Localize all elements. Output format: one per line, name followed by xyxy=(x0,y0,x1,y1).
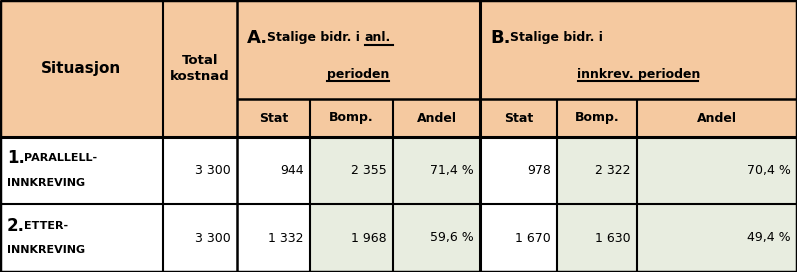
Bar xyxy=(237,204,310,272)
Bar xyxy=(0,204,237,272)
Text: Total
kostnad: Total kostnad xyxy=(170,54,230,84)
Text: 978: 978 xyxy=(527,164,551,177)
Text: 49,4 %: 49,4 % xyxy=(748,231,791,245)
Text: Bomp.: Bomp. xyxy=(329,112,374,125)
Text: INNKREVING: INNKREVING xyxy=(7,245,85,255)
Bar xyxy=(557,204,797,272)
Bar xyxy=(310,137,480,204)
Text: 71,4 %: 71,4 % xyxy=(430,164,474,177)
Text: Andel: Andel xyxy=(417,112,457,125)
Bar xyxy=(237,137,310,204)
Text: 3 300: 3 300 xyxy=(195,231,231,245)
Text: Stat: Stat xyxy=(504,112,533,125)
Text: 2 322: 2 322 xyxy=(595,164,631,177)
Bar xyxy=(0,137,237,204)
Text: B.: B. xyxy=(490,29,511,47)
Text: 1 968: 1 968 xyxy=(351,231,387,245)
Text: Stalige bidr. i: Stalige bidr. i xyxy=(510,31,603,44)
Text: Situasjon: Situasjon xyxy=(41,61,122,76)
Text: Stat: Stat xyxy=(259,112,289,125)
Bar xyxy=(310,204,480,272)
Text: perioden: perioden xyxy=(328,68,390,81)
Text: Andel: Andel xyxy=(697,112,737,125)
Text: INNKREVING: INNKREVING xyxy=(7,178,85,188)
Text: PARALLELL-: PARALLELL- xyxy=(24,153,97,163)
Text: innkrev. perioden: innkrev. perioden xyxy=(577,68,701,81)
Text: 2 355: 2 355 xyxy=(351,164,387,177)
Bar xyxy=(480,204,557,272)
Text: 1 332: 1 332 xyxy=(269,231,304,245)
Bar xyxy=(480,137,557,204)
Text: 2.: 2. xyxy=(7,217,25,235)
Text: 70,4 %: 70,4 % xyxy=(747,164,791,177)
Text: ETTER-: ETTER- xyxy=(24,221,68,231)
Text: 59,6 %: 59,6 % xyxy=(430,231,474,245)
Text: 1 670: 1 670 xyxy=(515,231,551,245)
Text: anl.: anl. xyxy=(365,31,391,44)
Text: 1 630: 1 630 xyxy=(595,231,631,245)
Bar xyxy=(557,137,797,204)
Text: Bomp.: Bomp. xyxy=(575,112,619,125)
Text: 1.: 1. xyxy=(7,149,25,168)
Text: 944: 944 xyxy=(281,164,304,177)
Bar xyxy=(0,0,797,137)
Text: Stalige bidr. i: Stalige bidr. i xyxy=(267,31,369,44)
Text: 3 300: 3 300 xyxy=(195,164,231,177)
Text: A.: A. xyxy=(247,29,268,47)
